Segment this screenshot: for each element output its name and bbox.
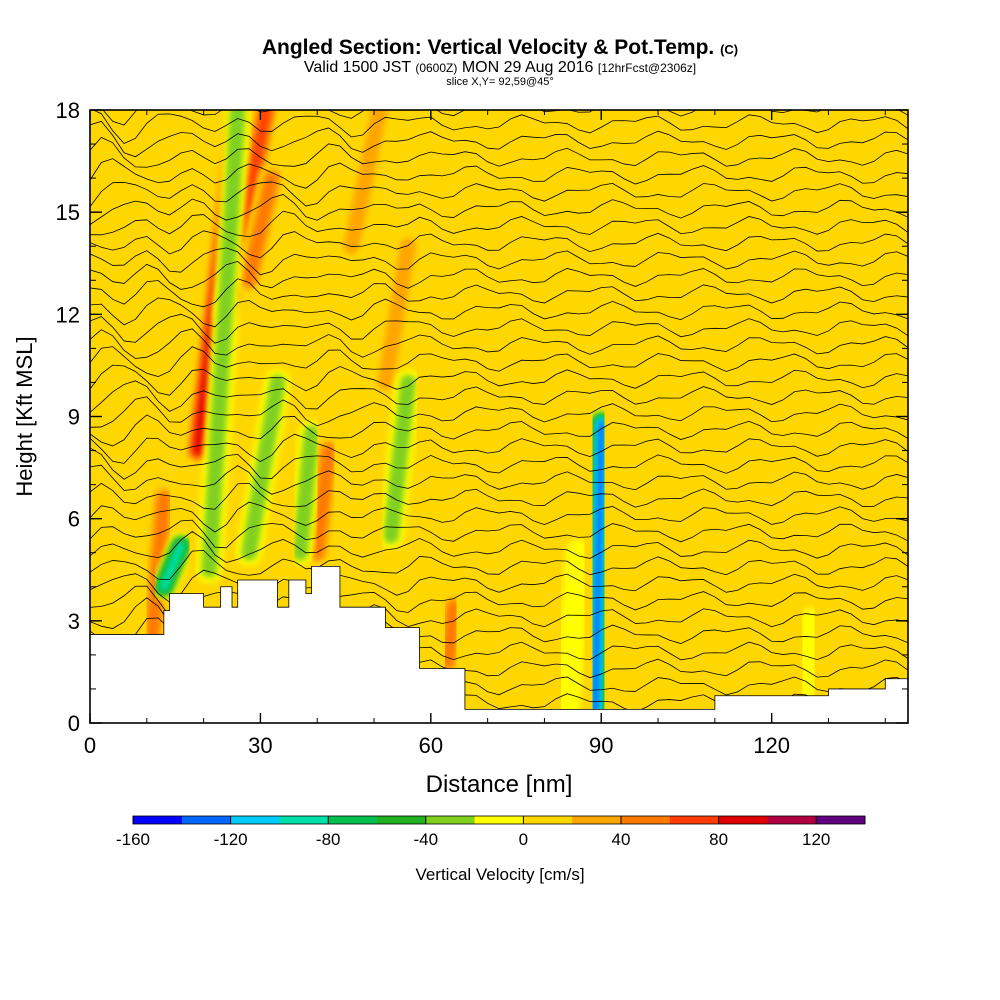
colorbar-tick-label: -120 xyxy=(214,830,248,849)
x-tick-label: 120 xyxy=(753,733,790,758)
theta-contour xyxy=(90,569,908,603)
colorbar-swatch xyxy=(718,816,768,824)
theta-contour xyxy=(90,531,908,563)
y-tick-label: 6 xyxy=(68,507,80,532)
theta-contour xyxy=(90,247,908,276)
x-tick-label: 0 xyxy=(84,733,96,758)
theta-contour xyxy=(90,210,908,238)
y-axis-label: Height [Kft MSL] xyxy=(12,336,37,496)
title-unit: (C) xyxy=(720,42,739,57)
theta-contour xyxy=(90,136,908,168)
theta-contour xyxy=(90,120,908,158)
theta-contour xyxy=(90,519,908,549)
updraft-band xyxy=(311,444,335,559)
colorbar-swatch xyxy=(621,816,671,824)
theta-contour xyxy=(90,364,908,396)
colorbar-swatch xyxy=(523,816,573,824)
x-tick-label: 60 xyxy=(419,733,443,758)
theta-contour xyxy=(90,501,908,533)
colorbar-tick-label: 120 xyxy=(802,830,830,849)
colorbar-tick-label: -80 xyxy=(316,830,341,849)
colorbar-tick-label: -40 xyxy=(414,830,439,849)
colorbar-swatch xyxy=(572,816,622,824)
theta-contour xyxy=(90,260,908,290)
theta-contour xyxy=(90,549,908,580)
theta-contour xyxy=(90,380,908,413)
updraft-band xyxy=(442,601,460,668)
updraft-band xyxy=(243,172,278,286)
downdraft-band xyxy=(554,539,592,719)
theta-contour xyxy=(90,230,908,259)
downdraft-band xyxy=(160,542,185,591)
axes: 0 30 60 90 120 0 3 6 9 12 15 18 Distance [nm] Height … xyxy=(12,98,908,798)
colorbar-tick-label: 80 xyxy=(709,830,728,849)
colorbar-swatch xyxy=(425,816,476,824)
theta-contour xyxy=(90,464,908,495)
theta-contour xyxy=(90,396,908,428)
colorbar-swatch xyxy=(181,816,232,824)
colorbar-tick-label: -160 xyxy=(116,830,150,849)
colorbar-swatch xyxy=(816,816,866,824)
forecast-info: [12hrFcst@2306z] xyxy=(597,61,697,75)
colorbar-swatch xyxy=(474,816,524,824)
terrain xyxy=(90,565,908,723)
y-tick-label: 3 xyxy=(68,609,80,634)
updraft-band xyxy=(146,492,170,641)
colorbar-swatch xyxy=(767,816,817,824)
y-tick-label: 9 xyxy=(68,405,80,430)
colorbar-tick-label: 0 xyxy=(519,830,528,849)
downdraft-band xyxy=(383,374,416,544)
y-tick-label: 0 xyxy=(68,711,80,736)
x-tick-label: 30 xyxy=(248,733,272,758)
valid-utc: (0600Z) xyxy=(415,61,458,75)
colorbar-swatch xyxy=(377,816,427,824)
theta-contour xyxy=(90,278,908,308)
colorbar-swatch xyxy=(230,816,280,824)
downdraft-band xyxy=(592,420,604,712)
x-tick-label: 90 xyxy=(589,733,613,758)
colorbar: -160 -120 -80 -40 0 40 80 120 Vertical Velocity … xyxy=(116,815,866,884)
y-tick-label: 18 xyxy=(56,98,80,123)
slice-info: slice X,Y= 92,59@45° xyxy=(446,76,554,88)
theta-contour xyxy=(90,482,908,510)
colorbar-swatch xyxy=(328,816,378,824)
theta-contour xyxy=(90,158,908,189)
theta-contour xyxy=(90,194,908,225)
y-tick-label: 15 xyxy=(56,200,80,225)
theta-contour xyxy=(90,328,908,359)
chart-title: Angled Section: Vertical Velocity & Pot.… xyxy=(0,36,1000,60)
downdraft-band xyxy=(241,374,286,561)
y-tick-label: 12 xyxy=(56,302,80,327)
title-main: Angled Section: Vertical Velocity & Pot.… xyxy=(261,36,715,59)
valid-date: MON 29 Aug 2016 xyxy=(461,59,594,76)
colorbar-tick-label: 40 xyxy=(612,830,631,849)
theta-contour xyxy=(90,297,908,328)
valid-time: Valid 1500 JST xyxy=(303,59,411,76)
theta-contour xyxy=(92,110,908,144)
theta-contour xyxy=(90,313,908,344)
theta-contour xyxy=(90,433,908,464)
updraft-band xyxy=(343,110,388,255)
colorbar-swatch xyxy=(669,816,720,824)
downdraft-band xyxy=(292,425,320,561)
x-axis-label: Distance [nm] xyxy=(426,771,573,798)
theta-contours xyxy=(90,110,908,714)
theta-contour xyxy=(90,414,908,447)
colorbar-swatch xyxy=(279,816,329,824)
colorbar-swatch xyxy=(133,816,183,824)
chart-subtitle: Valid 1500 JST (0600Z) MON 29 Aug 2016 [… xyxy=(0,59,1000,77)
colorbar-label: Vertical Velocity [cm/s] xyxy=(415,865,584,884)
theta-contour xyxy=(90,346,908,377)
terrain-outline xyxy=(90,565,908,723)
downdraft-band xyxy=(792,607,825,702)
theta-contour xyxy=(90,181,908,207)
theta-contour xyxy=(90,447,908,480)
